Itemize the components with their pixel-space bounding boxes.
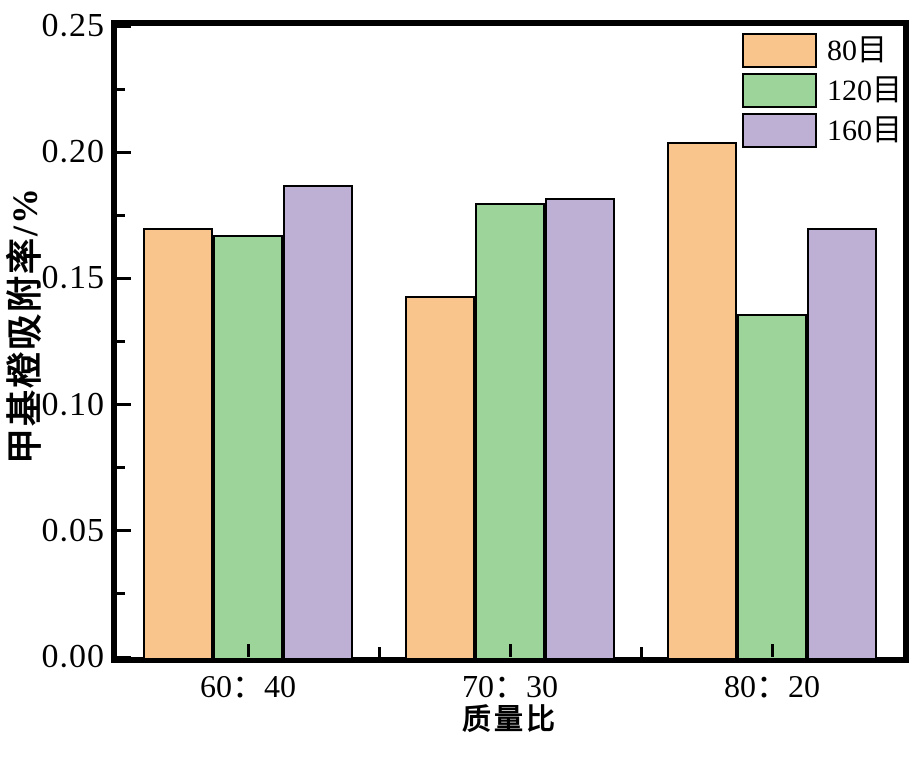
legend-label: 80目 <box>827 34 887 67</box>
y-tick-label: 0.00 <box>41 638 105 675</box>
bar-80目-80：20 <box>667 142 737 660</box>
y-minor-tick <box>117 466 125 470</box>
y-minor-tick <box>117 87 125 91</box>
y-minor-tick <box>117 213 125 217</box>
legend-label: 120目 <box>827 74 902 107</box>
x-tick-label: 60：40 <box>199 668 296 704</box>
x-minor-tick <box>639 647 643 657</box>
bar-160目-70：30 <box>545 197 615 660</box>
x-major-tick <box>770 644 774 657</box>
x-major-tick <box>246 644 250 657</box>
legend-swatch-80目 <box>742 33 817 68</box>
y-tick-label: 0.20 <box>41 133 105 171</box>
y-tick-label: 0.15 <box>41 259 105 297</box>
x-tick-label: 70：30 <box>461 668 558 704</box>
y-minor-tick <box>117 592 125 596</box>
bar-160目-60：40 <box>283 185 353 660</box>
bar-120目-60：40 <box>213 235 283 660</box>
legend-item-160目: 160目 <box>742 113 902 148</box>
y-major-tick <box>117 24 131 28</box>
y-major-tick <box>117 403 131 407</box>
x-tick-label: 80：20 <box>723 668 820 704</box>
plot-frame <box>111 20 909 663</box>
y-minor-tick <box>117 340 125 343</box>
legend: 80目 120目 160目 <box>742 33 902 153</box>
bar-120目-80：20 <box>737 313 807 660</box>
y-major-tick <box>117 655 131 659</box>
y-tick-label: 0.05 <box>41 511 105 549</box>
x-minor-tick <box>377 647 381 657</box>
legend-item-120目: 120目 <box>742 73 902 108</box>
legend-label: 160目 <box>827 114 902 147</box>
bar-80目-70：30 <box>405 296 475 660</box>
bar-80目-60：40 <box>143 227 213 660</box>
bar-160目-80：20 <box>807 227 877 660</box>
y-axis-title: 甲基橙吸附率/% <box>5 185 45 465</box>
legend-item-80目: 80目 <box>742 33 902 68</box>
y-tick-label: 0.25 <box>41 7 105 44</box>
legend-swatch-120目 <box>742 73 817 108</box>
y-tick-label: 0.10 <box>41 385 105 423</box>
bar-120目-70：30 <box>475 202 545 660</box>
x-major-tick <box>508 644 512 657</box>
y-major-tick <box>117 276 131 280</box>
y-major-tick <box>117 150 131 154</box>
y-major-tick <box>117 529 131 533</box>
x-axis-title: 质量比 <box>461 704 558 736</box>
legend-swatch-160目 <box>742 113 817 148</box>
